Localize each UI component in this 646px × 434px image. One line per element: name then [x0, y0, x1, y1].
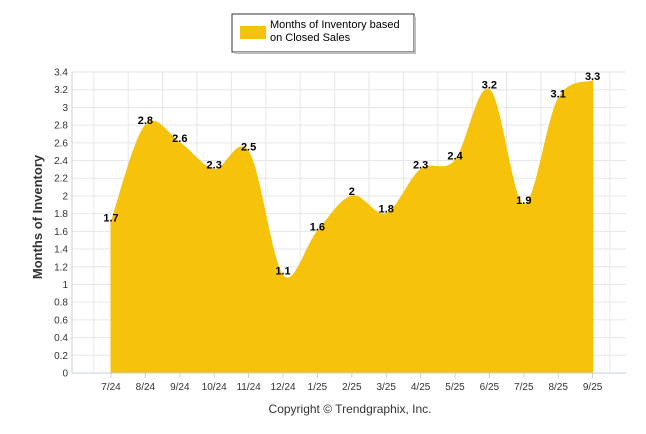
- data-label: 2.3: [413, 159, 428, 171]
- x-tick-label: 2/25: [342, 382, 362, 393]
- data-label: 1.9: [516, 195, 531, 207]
- y-tick-label: 0: [62, 369, 68, 380]
- copyright-footer: Copyright © Trendgraphix, Inc.: [269, 402, 432, 416]
- legend-swatch: [240, 26, 266, 39]
- x-tick-label: 5/25: [445, 382, 465, 393]
- x-tick-label: 12/24: [270, 382, 295, 393]
- x-tick-label: 7/24: [101, 382, 121, 393]
- data-label: 1.1: [275, 266, 290, 278]
- x-tick-label: 8/25: [548, 382, 568, 393]
- data-label: 2.5: [241, 142, 256, 154]
- legend-shadow: [414, 17, 416, 54]
- y-tick-label: 0.4: [54, 333, 68, 344]
- x-tick-labels: 7/24 8/24 9/24 10/24 11/24 12/24 1/25 2/25 3/25 4…: [101, 382, 603, 393]
- y-tick-label: 1.4: [54, 245, 68, 256]
- data-label: 2.4: [447, 151, 463, 163]
- y-tick-label: 1.6: [54, 227, 68, 238]
- data-label: 2: [349, 186, 355, 198]
- area-series: [110, 80, 594, 374]
- legend[interactable]: Months of Inventory based on Closed Sale…: [231, 13, 416, 54]
- x-tick-label: 4/25: [411, 382, 431, 393]
- y-tick-label: 2: [62, 191, 68, 202]
- data-label: 3.2: [482, 80, 497, 92]
- y-tick-labels: 0 0.2 0.4 0.6 0.8 1 1.2 1.4 1.6 1.8 2 2.2 2.4 2.6 2.8 3…: [54, 68, 68, 380]
- legend-label-line-2: on Closed Sales: [270, 32, 351, 44]
- x-tick-label: 1/25: [308, 382, 328, 393]
- data-label: 3.1: [551, 89, 566, 101]
- y-tick-label: 2.2: [54, 174, 68, 185]
- data-label: 2.8: [138, 115, 153, 127]
- y-tick-label: 1: [62, 280, 68, 291]
- x-tick-label: 6/25: [480, 382, 500, 393]
- axes: [71, 72, 626, 378]
- x-tick-label: 9/25: [583, 382, 603, 393]
- y-tick-label: 2.6: [54, 138, 68, 149]
- x-tick-label: 3/25: [376, 382, 396, 393]
- data-label: 1.6: [310, 221, 325, 233]
- legend-shadow-bottom: [235, 52, 416, 54]
- x-tick-label: 10/24: [202, 382, 227, 393]
- y-tick-label: 0.8: [54, 298, 68, 309]
- data-label: 2.6: [172, 133, 187, 145]
- data-label: 1.8: [379, 204, 394, 216]
- y-tick-label: 2.4: [54, 156, 68, 167]
- y-tick-label: 3.4: [54, 68, 68, 79]
- y-tick-label: 0.2: [54, 351, 68, 362]
- data-label: 3.3: [585, 71, 600, 83]
- y-tick-label: 3: [62, 103, 68, 114]
- y-tick-label: 1.2: [54, 262, 68, 273]
- data-label: 2.3: [207, 159, 222, 171]
- y-tick-label: 3.2: [54, 85, 68, 96]
- x-tick-label: 8/24: [136, 382, 156, 393]
- y-axis-title: Months of Inventory: [30, 154, 45, 279]
- data-label: 1.7: [103, 213, 118, 225]
- x-tick-label: 9/24: [170, 382, 190, 393]
- data-labels: 1.7 2.8 2.6 2.3 2.5 1.1 1.6 2 1.8 2.3 2.4 3.2 1.9 3.1…: [103, 71, 600, 278]
- y-tick-label: 2.8: [54, 121, 68, 132]
- x-tick-label: 7/25: [514, 382, 534, 393]
- x-tick-label: 11/24: [236, 382, 261, 393]
- y-tick-label: 1.8: [54, 209, 68, 220]
- y-tick-label: 0.6: [54, 315, 68, 326]
- area-fill: [110, 80, 594, 374]
- legend-label-line-1: Months of Inventory based: [270, 19, 400, 31]
